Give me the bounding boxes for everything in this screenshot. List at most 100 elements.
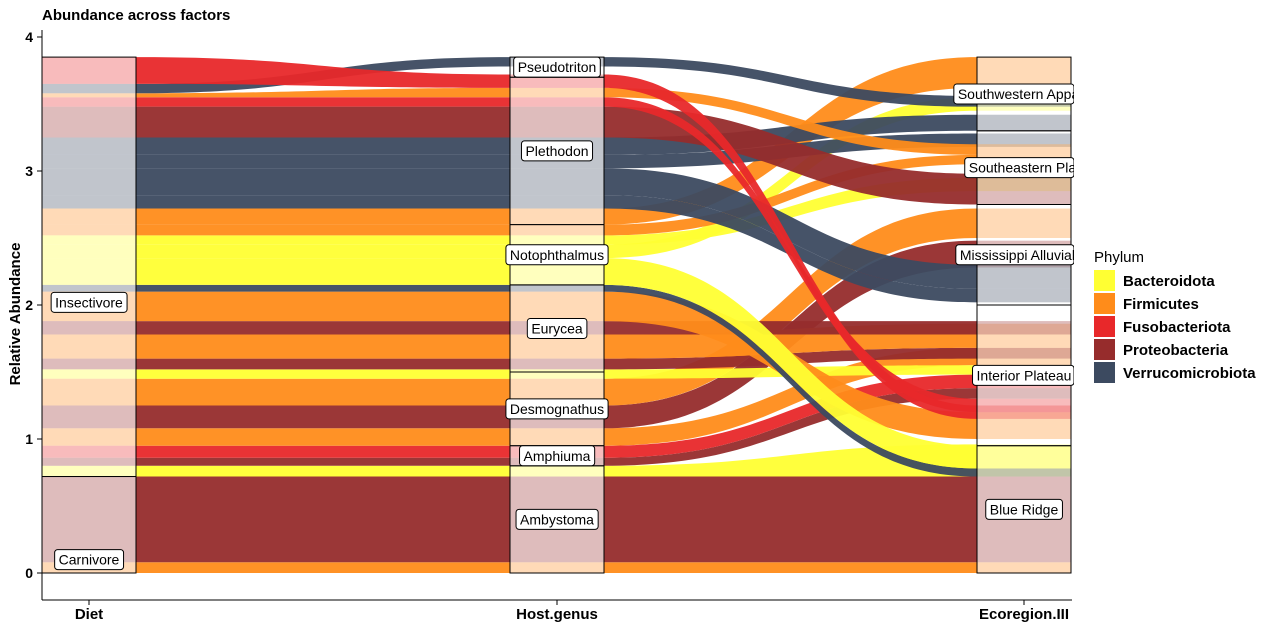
label-text: Interior Plateau <box>977 367 1072 383</box>
label-text: Insectivore <box>55 294 123 310</box>
stratum-fill-verrucomicrobiota <box>977 264 1071 289</box>
flow-proteobacteria-diet-genus-3 <box>136 457 510 466</box>
label-box <box>505 244 609 266</box>
y-axis-label: Relative Abundance <box>7 243 24 386</box>
stratum-fill-firmicutes <box>42 334 136 359</box>
flow-bacteroidota-genus-eco-14 <box>604 258 977 469</box>
stratum-fill-verrucomicrobiota <box>42 284 136 292</box>
label-box <box>955 244 1074 266</box>
legend-swatch-verrucomicrobiota <box>1094 362 1115 383</box>
flow-proteobacteria-diet-genus-9 <box>136 358 510 370</box>
flow-fusobacteriota-genus-eco-4 <box>604 374 977 458</box>
stratum-fill-bacteroidota <box>42 465 136 477</box>
stratum-fill-proteobacteria <box>42 106 136 138</box>
flow-fusobacteriota-diet-genus-27 <box>136 57 510 88</box>
stratum-fill-firmicutes <box>42 208 136 225</box>
flow-verrucomicrobiota-diet-genus-22 <box>136 137 510 155</box>
stratum-fill-firmicutes <box>977 347 1071 366</box>
stratum-fill-proteobacteria <box>42 358 136 370</box>
chart-title: Abundance across factors <box>42 7 230 24</box>
label-box <box>513 56 601 78</box>
label-text: Desmognathus <box>510 401 604 417</box>
stratum-fill-firmicutes <box>510 291 604 322</box>
label-text: Eurycea <box>531 320 583 336</box>
flow-verrucomicrobiota-genus-eco-22 <box>604 114 977 155</box>
flow-firmicutes-diet-genus-0 <box>136 562 510 573</box>
stratum-label-blue-ridge: Blue Ridge <box>985 498 1063 520</box>
stratum-fill-verrucomicrobiota <box>977 288 1071 303</box>
stratum-label-southwestern-appala: Southwestern Appala <box>953 83 1091 105</box>
label-text: Southwestern Appala <box>958 86 1091 102</box>
stratum-fill-bacteroidota <box>510 465 604 477</box>
stratum-fill-verrucomicrobiota <box>42 83 136 94</box>
strata-host-genus <box>509 56 605 574</box>
label-text: Blue Ridge <box>990 501 1059 517</box>
stratum-fill-verrucomicrobiota <box>42 195 136 209</box>
stratum-fill-firmicutes <box>977 323 1071 348</box>
legend-swatch-bacteroidota <box>1094 270 1115 291</box>
stratum-fill-verrucomicrobiota <box>977 468 1071 477</box>
stratum-fill-bacteroidota <box>977 177 1071 192</box>
stratum-fill-bacteroidota <box>42 369 136 379</box>
stratum-fill-proteobacteria <box>977 347 1071 359</box>
stratum-label-southeastern-plai: Southeastern Plai <box>964 157 1074 179</box>
stratum-fill-verrucomicrobiota <box>977 133 1071 147</box>
legend-title: Phylum <box>1094 249 1144 266</box>
stratum-fill-fusobacteriota <box>510 74 604 88</box>
stratum-fill-firmicutes <box>510 428 604 446</box>
stratum-insectivore <box>41 56 137 478</box>
label-box <box>972 364 1074 386</box>
legend-label-verrucomicrobiota: Verrucomicrobiota <box>1123 365 1256 382</box>
stratum-fill-fusobacteriota <box>510 97 604 107</box>
stratum-fill-firmicutes <box>510 562 604 573</box>
flow-verrucomicrobiota-genus-eco-20 <box>604 168 977 289</box>
flow-firmicutes-genus-eco-0 <box>604 562 977 573</box>
strata-diet <box>41 56 137 574</box>
stratum-fill-firmicutes <box>42 428 136 446</box>
flow-firmicutes-diet-genus-17 <box>136 224 510 236</box>
legend-label-firmicutes: Firmicutes <box>1123 296 1199 313</box>
stratum-label-mississippi-alluvial-p: Mississippi Alluvial P <box>955 244 1088 266</box>
flow-proteobacteria-genus-eco-1 <box>604 476 977 563</box>
flow-firmicutes-diet-genus-5 <box>136 428 510 446</box>
stratum-fill-firmicutes <box>977 562 1071 573</box>
flow-fusobacteriota-genus-eco-27 <box>604 74 977 419</box>
label-text: Notophthalmus <box>510 247 604 263</box>
stratum-fill-firmicutes <box>977 57 1071 88</box>
stratum-fill-proteobacteria <box>977 173 1071 205</box>
label-box <box>505 398 609 420</box>
label-text: Mississippi Alluvial P <box>960 247 1088 263</box>
flow-verrucomicrobiota-genus-eco-26 <box>604 57 977 107</box>
stratum-fill-bacteroidota <box>510 369 604 379</box>
flow-proteobacteria-diet-genus-23 <box>136 106 510 138</box>
flow-proteobacteria-diet-genus-1 <box>136 476 510 563</box>
stratum-label-amphiuma: Amphiuma <box>519 445 596 467</box>
legend-swatch-firmicutes <box>1094 293 1115 314</box>
strata-ecoregion-iii <box>976 56 1072 574</box>
flow-bacteroidota-diet-genus-8 <box>136 369 510 379</box>
stratum-label-desmognathus: Desmognathus <box>505 398 609 420</box>
label-box <box>54 549 125 571</box>
stratum-label-carnivore: Carnivore <box>54 549 125 571</box>
y-tick-label: 2 <box>25 297 33 313</box>
label-box <box>519 445 596 467</box>
legend-swatch-fusobacteriota <box>1094 316 1115 337</box>
stratum-fill-firmicutes <box>977 412 1071 439</box>
stratum-fill-firmicutes <box>42 93 136 98</box>
stratum-fill-firmicutes <box>42 378 136 406</box>
stratum-fill-proteobacteria <box>977 321 1071 335</box>
label-box <box>50 291 128 313</box>
stratum-fill-verrucomicrobiota <box>42 154 136 169</box>
stratum-fill-fusobacteriota <box>42 57 136 84</box>
stratum-fill-bacteroidota <box>977 445 1071 469</box>
label-box <box>964 157 1074 179</box>
stratum-fill-verrucomicrobiota <box>977 114 1071 131</box>
stratum-fill-bacteroidota <box>42 244 136 259</box>
stratum-fill-fusobacteriota <box>42 445 136 458</box>
flow-fusobacteriota-genus-eco-24 <box>604 97 977 413</box>
flow-bacteroidota-diet-genus-15 <box>136 244 510 259</box>
flow-verrucomicrobiota-diet-genus-13 <box>136 284 510 292</box>
flow-bacteroidota-diet-genus-2 <box>136 465 510 477</box>
stratum-fill-firmicutes <box>42 224 136 236</box>
